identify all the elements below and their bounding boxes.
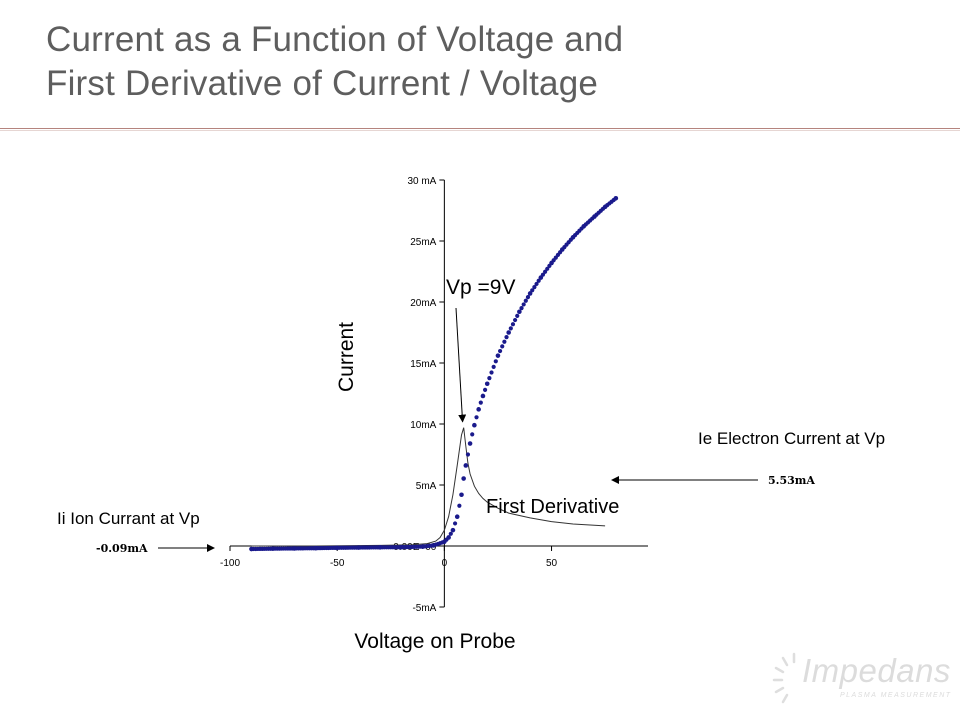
iv-point: [515, 313, 520, 319]
iv-point: [489, 370, 494, 375]
electron-current-label: Ie Electron Current at Vp: [698, 429, 886, 448]
electron-current-value: 5.53mA: [768, 474, 815, 487]
ion-current-label: Ii Ion Currant at Vp: [57, 509, 200, 528]
y-tick-label: 10mA: [410, 420, 436, 431]
x-tick-label: 0: [442, 558, 448, 569]
iv-point: [493, 359, 498, 364]
impedans-logo: Impedans PLASMA MEASUREMENT: [772, 648, 952, 708]
slide-title: Current as a Function of Voltage and Fir…: [46, 18, 926, 106]
y-tick-label: 20mA: [410, 298, 436, 309]
iv-point: [517, 309, 522, 315]
x-tick-label: -100: [220, 558, 240, 569]
iv-point: [446, 535, 451, 540]
iv-point: [454, 514, 460, 520]
iv-point: [484, 381, 490, 387]
iv-point: [474, 415, 479, 420]
iv-point: [523, 298, 528, 303]
iv-point: [463, 463, 469, 468]
logo-burst-icon: [772, 652, 796, 704]
iv-point: [467, 441, 473, 446]
logo-wordmark: Impedans: [802, 652, 951, 689]
iv-point: [545, 266, 550, 271]
iv-point: [497, 348, 503, 354]
iv-point: [457, 503, 462, 508]
slide-title-line-1: Current as a Function of Voltage and: [46, 20, 624, 59]
y-tick-label: 5mA: [416, 481, 437, 492]
iv-point: [527, 291, 533, 296]
iv-point: [519, 306, 524, 311]
iv-point: [506, 330, 511, 335]
y-tick-label: 30 mA: [407, 176, 436, 187]
iv-point: [532, 285, 537, 290]
title-divider: [0, 128, 960, 129]
iv-point: [543, 269, 548, 274]
iv-point: [530, 288, 535, 293]
iv-point: [510, 322, 516, 327]
y-axis-label: Current: [335, 322, 358, 392]
x-axis-label: Voltage on Probe: [354, 630, 515, 653]
iv-point: [525, 295, 531, 300]
iv-point: [476, 407, 481, 412]
y-tick-label: 15mA: [410, 359, 436, 370]
iv-point: [495, 353, 501, 358]
iv-point: [500, 344, 505, 349]
iv-point: [512, 317, 518, 323]
iv-point: [487, 376, 492, 381]
x-tick-label: -50: [330, 558, 345, 569]
iv-point: [508, 326, 513, 331]
slide-title-line-2: First Derivative of Current / Voltage: [46, 64, 599, 103]
iv-point: [450, 527, 456, 533]
iv-point: [534, 281, 539, 287]
iv-point: [540, 272, 546, 277]
vp-annotation: Vp =9V: [446, 276, 516, 299]
iv-point: [504, 335, 509, 340]
iv-point: [613, 196, 619, 201]
iv-point: [452, 521, 458, 526]
annotation-arrows: [158, 307, 758, 552]
iv-point: [482, 387, 488, 392]
vp-arrow: [455, 307, 467, 423]
iv-point: [536, 278, 541, 283]
iv-point: [465, 452, 471, 457]
iv-point: [470, 432, 475, 437]
ion-current-value: -0.09mA: [96, 542, 148, 555]
iv-point: [491, 364, 496, 370]
logo-tagline: PLASMA MEASUREMENT: [840, 692, 952, 699]
iv-point: [502, 339, 507, 344]
title-divider-shadow: [0, 130, 960, 131]
y-tick-label: -5mA: [412, 603, 436, 614]
chart-series: [249, 196, 619, 552]
x-tick-label: 50: [546, 558, 558, 569]
first-derivative-label: First Derivative: [486, 496, 620, 518]
derivative-line: [251, 427, 606, 547]
iv-point: [459, 492, 464, 498]
iv-point: [472, 422, 477, 428]
iv-point: [521, 302, 526, 307]
iv-point: [448, 531, 453, 536]
iv-point: [480, 393, 486, 399]
y-tick-label: 25mA: [410, 237, 436, 248]
iv-point: [461, 476, 466, 481]
iv-point: [478, 400, 483, 405]
